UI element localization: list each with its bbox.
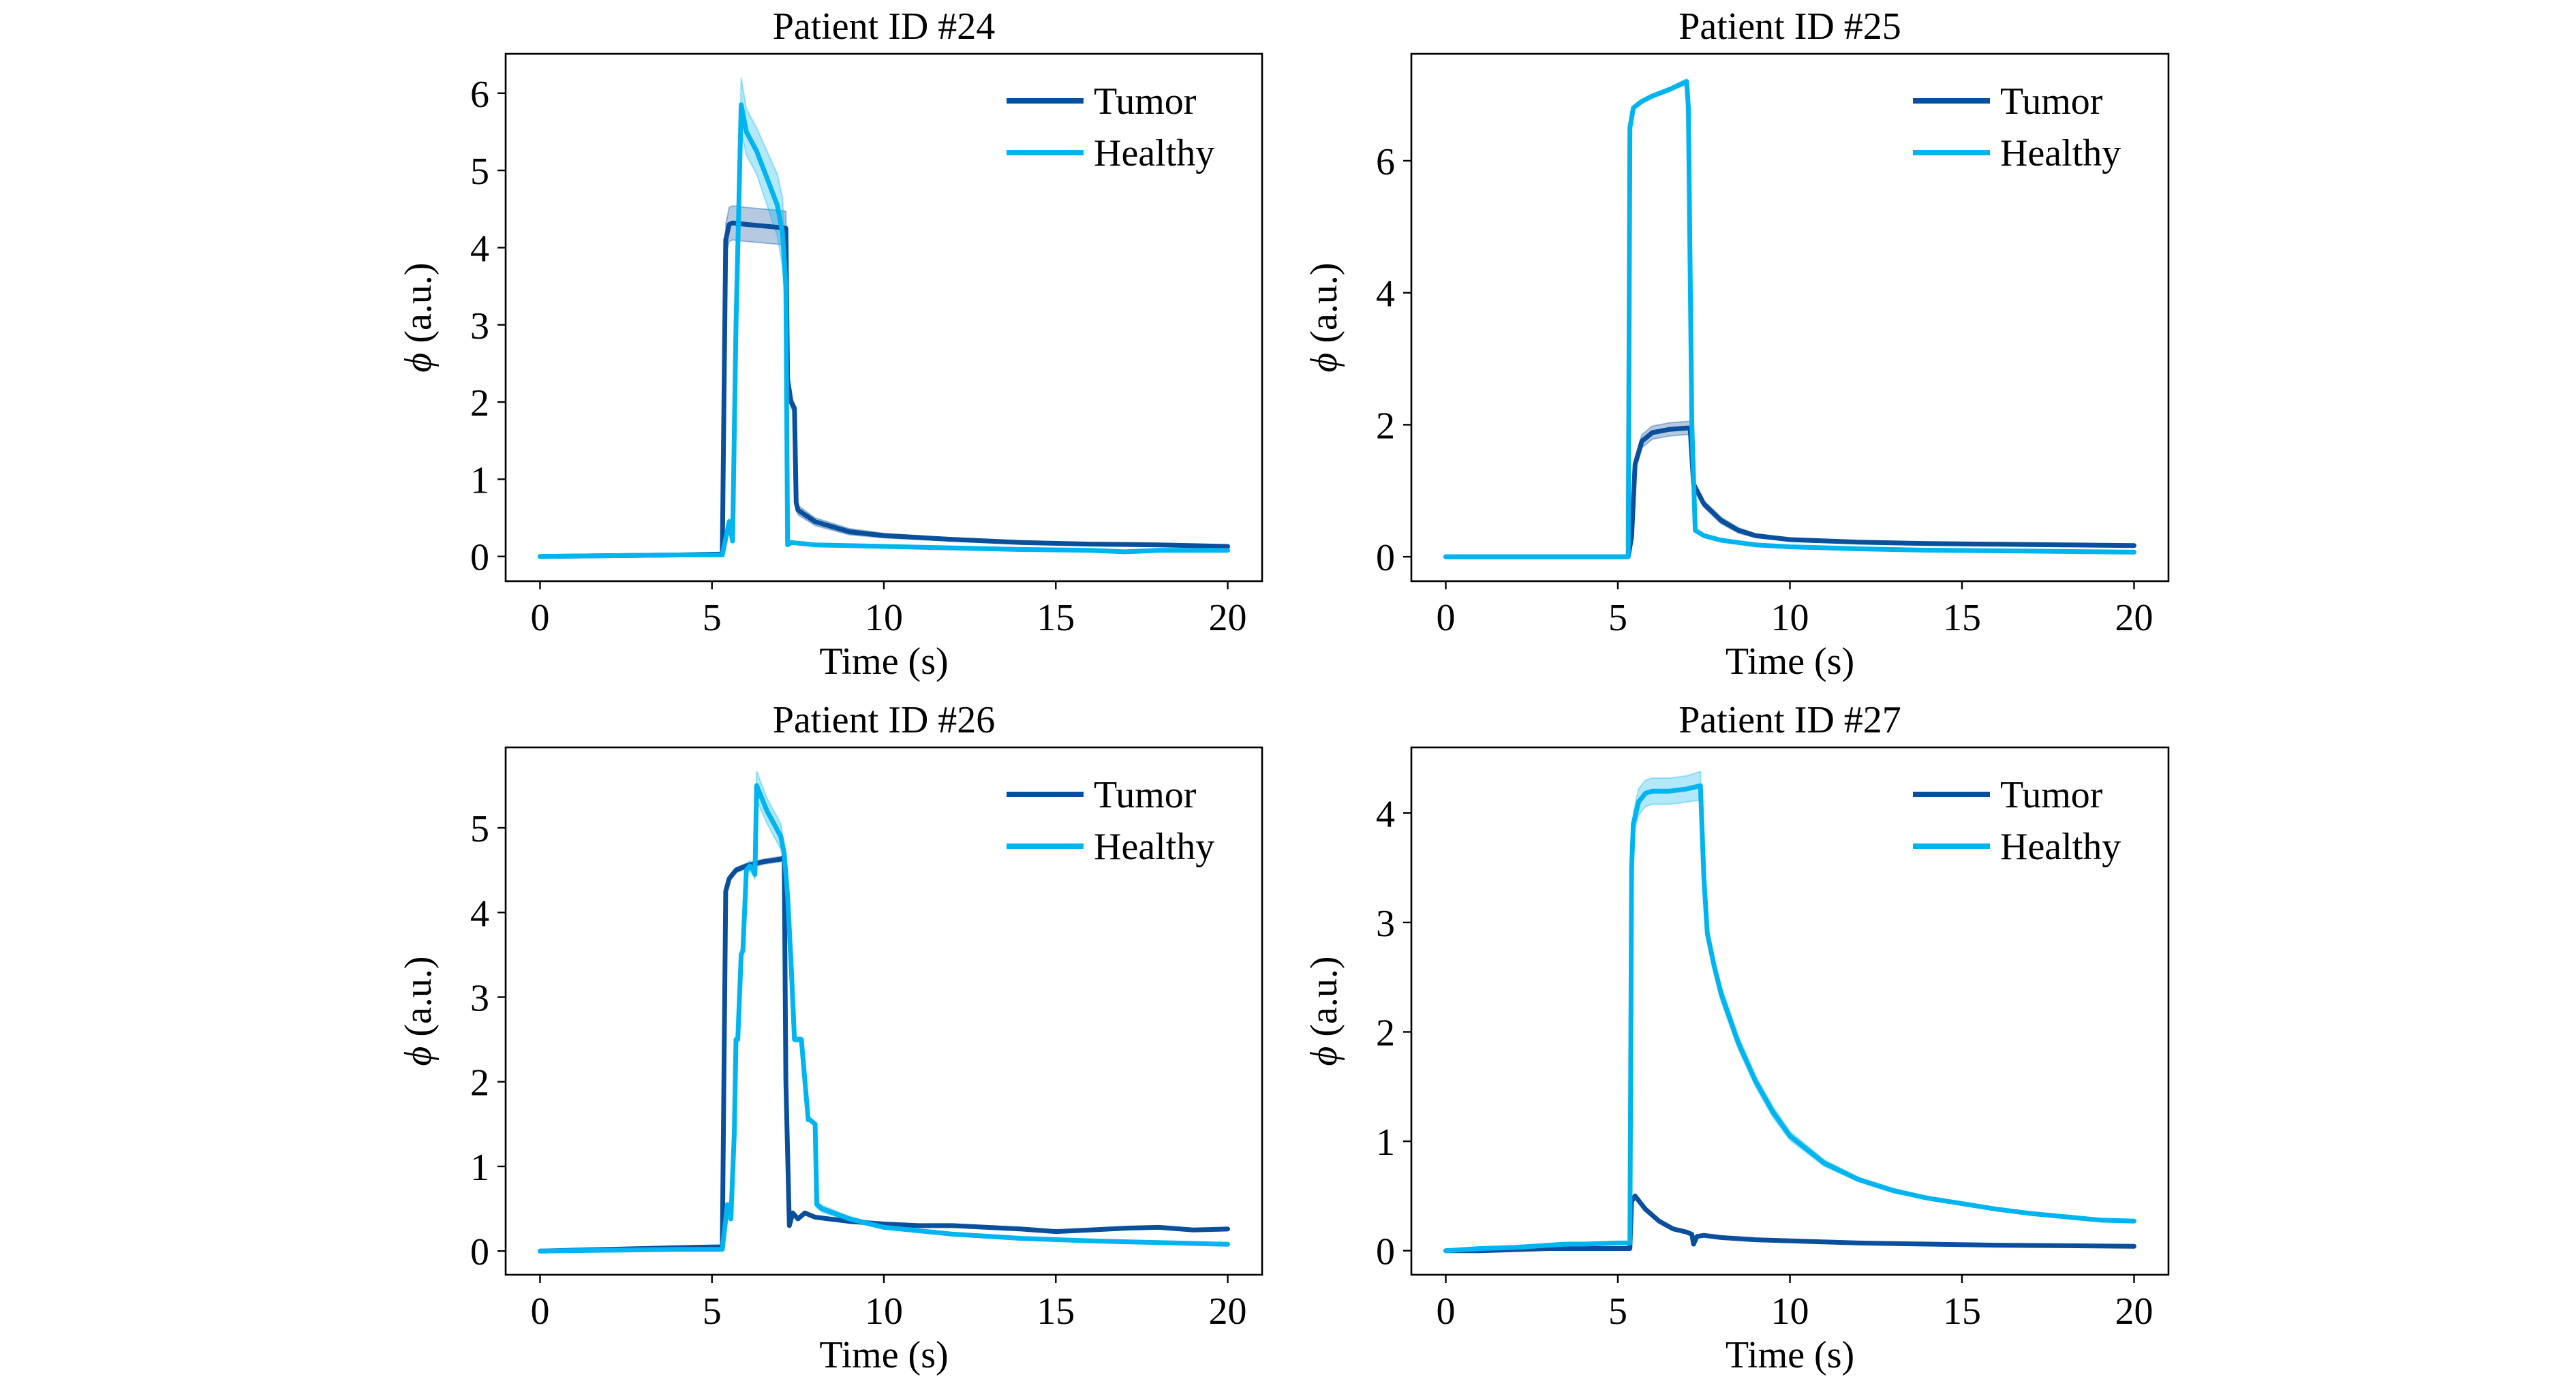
y-axis-label: ϕ (a.u.) xyxy=(397,262,440,372)
y-axis-unit: (a.u.) xyxy=(397,956,440,1046)
series-line-tumor xyxy=(538,855,1230,1254)
y-tick-label: 4 xyxy=(470,228,489,270)
y-tick-label: 1 xyxy=(470,1147,489,1189)
legend-label-tumor: Tumor xyxy=(1094,774,1197,816)
y-tick-label: 5 xyxy=(470,808,489,850)
x-tick-label: 15 xyxy=(1037,597,1075,639)
x-tick-label: 0 xyxy=(530,1290,549,1333)
x-tick-label: 5 xyxy=(1608,597,1627,639)
x-tick-label: 15 xyxy=(1943,1290,1981,1333)
y-axis-unit: (a.u.) xyxy=(1303,262,1345,352)
y-tick-label: 3 xyxy=(470,978,489,1020)
subplot-2: Patient ID #25 0 5 10 15 20 0 2 4 6 Time (s) ϕ (a.u… xyxy=(1303,5,2170,683)
confidence-band-tumor xyxy=(1445,420,2135,558)
legend-label-tumor: Tumor xyxy=(2000,774,2103,816)
y-axis-label: ϕ (a.u.) xyxy=(397,956,440,1066)
legend-label-tumor: Tumor xyxy=(1094,80,1197,123)
x-tick-label: 10 xyxy=(865,1290,903,1333)
x-axis-label: Time (s) xyxy=(819,640,948,683)
y-tick-label: 1 xyxy=(470,459,489,501)
y-tick-label: 4 xyxy=(470,893,489,935)
y-axis-label: ϕ (a.u.) xyxy=(1303,956,1345,1066)
y-axis-unit: (a.u.) xyxy=(1303,956,1345,1046)
y-tick-label: 5 xyxy=(470,151,489,193)
x-tick-label: 5 xyxy=(703,1290,722,1333)
x-tick-label: 0 xyxy=(530,597,549,639)
phi-symbol: ϕ xyxy=(397,1047,440,1066)
confidence-band-tumor xyxy=(540,854,1229,1252)
series-line-tumor xyxy=(538,220,1230,559)
y-axis-label: ϕ (a.u.) xyxy=(1303,262,1345,372)
phi-symbol: ϕ xyxy=(1303,1047,1345,1066)
legend-label-healthy: Healthy xyxy=(2000,826,2121,868)
y-axis-unit: (a.u.) xyxy=(397,262,440,352)
legend-label-tumor: Tumor xyxy=(2000,80,2103,123)
y-tick-label: 0 xyxy=(470,1231,489,1273)
legend-label-healthy: Healthy xyxy=(1094,826,1214,868)
y-tick-label: 2 xyxy=(470,1062,489,1104)
subplot-title: Patient ID #26 xyxy=(773,699,996,741)
x-tick-label: 20 xyxy=(2115,597,2153,639)
y-tick-label: 3 xyxy=(1376,903,1395,945)
x-tick-label: 5 xyxy=(703,597,722,639)
subplot-title: Patient ID #27 xyxy=(1678,699,1901,741)
plot-area xyxy=(1443,78,2136,559)
x-tick-label: 20 xyxy=(1209,597,1247,639)
subplot-3: Patient ID #26 0 5 10 15 20 0 1 2 3 4 5 Time (s) ϕ (a… xyxy=(397,699,1263,1376)
x-tick-label: 10 xyxy=(1771,1290,1809,1333)
phi-symbol: ϕ xyxy=(1303,353,1345,373)
x-tick-label: 15 xyxy=(1037,1290,1075,1333)
x-tick-label: 20 xyxy=(2115,1290,2153,1333)
y-tick-label: 0 xyxy=(1376,537,1395,579)
y-tick-label: 2 xyxy=(1376,1012,1395,1055)
x-tick-label: 10 xyxy=(1771,597,1809,639)
x-axis-label: Time (s) xyxy=(1726,1334,1854,1376)
legend-label-healthy: Healthy xyxy=(1094,132,1214,174)
x-axis-label: Time (s) xyxy=(819,1334,948,1376)
confidence-band-tumor xyxy=(540,205,1229,557)
series-line-healthy xyxy=(538,102,1230,559)
x-tick-label: 20 xyxy=(1209,1290,1247,1333)
subplot-1: Patient ID #24 0 5 10 15 20 0 1 2 3 4 5 6 Time (s) ϕ (… xyxy=(397,5,1263,683)
subplot-title: Patient ID #25 xyxy=(1678,5,1901,48)
legend: Tumor Healthy xyxy=(1913,774,2121,868)
series-line-tumor xyxy=(1443,1193,2136,1254)
series-line-healthy xyxy=(1443,79,2136,559)
phi-symbol: ϕ xyxy=(397,353,440,373)
series-line-healthy xyxy=(538,783,1230,1254)
plot-area xyxy=(538,77,1230,559)
x-tick-label: 10 xyxy=(865,597,903,639)
legend-label-healthy: Healthy xyxy=(2000,132,2121,174)
x-tick-label: 0 xyxy=(1437,597,1456,639)
y-tick-label: 4 xyxy=(1376,273,1395,315)
subplot-title: Patient ID #24 xyxy=(773,5,996,48)
y-tick-label: 1 xyxy=(1376,1121,1395,1164)
y-tick-label: 2 xyxy=(470,382,489,424)
y-tick-label: 2 xyxy=(1376,405,1395,447)
x-tick-label: 5 xyxy=(1608,1290,1627,1333)
legend: Tumor Healthy xyxy=(1007,80,1214,174)
series-line-tumor xyxy=(1443,425,2136,559)
x-axis-label: Time (s) xyxy=(1726,640,1854,683)
y-tick-label: 3 xyxy=(470,305,489,347)
y-tick-label: 6 xyxy=(470,74,489,116)
x-tick-label: 0 xyxy=(1437,1290,1456,1333)
plot-area xyxy=(538,771,1230,1254)
plot-area xyxy=(1443,770,2136,1254)
series-line-healthy xyxy=(1443,783,2136,1254)
x-tick-label: 15 xyxy=(1943,597,1981,639)
subplot-4: Patient ID #27 0 5 10 15 20 0 1 2 3 4 Time (s) ϕ (a.… xyxy=(1303,699,2170,1376)
y-tick-label: 0 xyxy=(1376,1231,1395,1273)
y-tick-label: 4 xyxy=(1376,793,1395,835)
legend: Tumor Healthy xyxy=(1913,80,2121,174)
legend: Tumor Healthy xyxy=(1007,774,1214,868)
y-tick-label: 6 xyxy=(1376,141,1395,183)
y-tick-label: 0 xyxy=(470,537,489,579)
